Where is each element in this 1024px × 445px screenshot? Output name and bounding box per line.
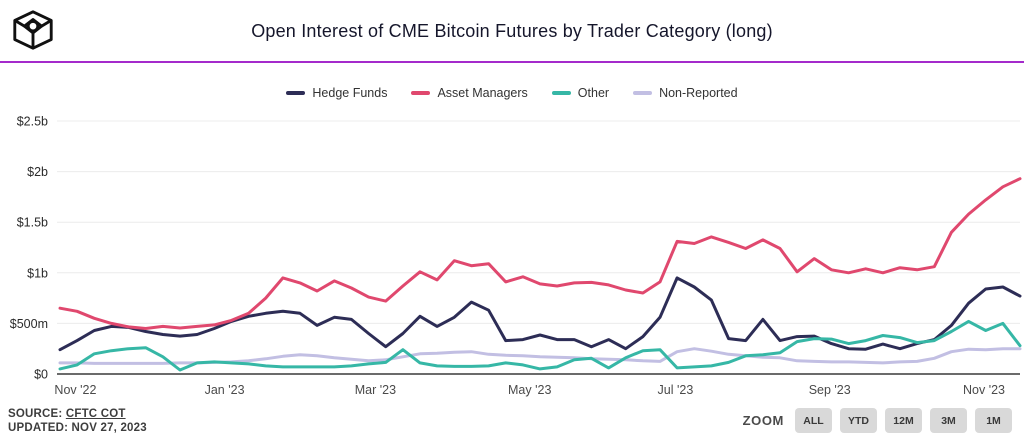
source-link[interactable]: CFTC COT <box>65 408 126 420</box>
chart-legend: Hedge Funds Asset Managers Other Non-Report… <box>0 86 1024 100</box>
legend-swatch <box>551 91 571 95</box>
x-axis-label: May '23 <box>508 383 551 397</box>
legend-label: Asset Managers <box>437 86 528 100</box>
legend-item-other[interactable]: Other <box>551 86 610 100</box>
legend-item-hedge-funds[interactable]: Hedge Funds <box>286 86 387 100</box>
legend-label: Other <box>577 86 610 100</box>
x-axis-label: Nov '22 <box>54 383 96 397</box>
x-axis-label: Jan '23 <box>205 383 245 397</box>
legend-swatch <box>286 91 306 95</box>
zoom-bar: ZOOM ALL YTD 12M 3M 1M <box>743 408 1012 433</box>
x-axis-label: Nov '23 <box>963 383 1005 397</box>
zoom-label: ZOOM <box>742 413 784 428</box>
the-block-cube-logo <box>13 10 53 50</box>
source-line: SOURCE: CFTC COT <box>8 407 147 421</box>
zoom-button-all[interactable]: ALL <box>795 408 832 433</box>
y-axis-label: $500m <box>10 317 48 331</box>
series-line-hedge-funds <box>58 276 1022 352</box>
zoom-button-12m[interactable]: 12M <box>885 408 922 433</box>
zoom-button-1m[interactable]: 1M <box>975 408 1012 433</box>
x-axis-label: Mar '23 <box>355 383 396 397</box>
x-axis-label: Jul '23 <box>658 383 694 397</box>
zoom-button-ytd[interactable]: YTD <box>840 408 877 433</box>
x-axis-label: Sep '23 <box>809 383 851 397</box>
header-divider <box>0 61 1024 63</box>
y-axis-label: $2.5b <box>17 115 48 129</box>
y-axis-label: $2b <box>27 165 48 179</box>
updated-line: UPDATED: NOV 27, 2023 <box>8 422 147 434</box>
series-line-asset-managers <box>58 177 1022 330</box>
y-axis-label: $1b <box>27 266 48 280</box>
y-axis-label: $1.5b <box>17 216 48 230</box>
legend-label: Non-Reported <box>659 86 738 100</box>
zoom-button-3m[interactable]: 3M <box>930 408 967 433</box>
legend-swatch <box>633 91 653 95</box>
source-block: SOURCE: CFTC COT UPDATED: NOV 27, 2023 <box>8 407 147 435</box>
y-axis-label: $0 <box>34 368 48 382</box>
legend-swatch <box>411 91 431 95</box>
legend-item-asset-managers[interactable]: Asset Managers <box>411 86 528 100</box>
source-label: SOURCE: <box>8 408 63 420</box>
series-line-other <box>58 319 1022 372</box>
legend-item-non-reported[interactable]: Non-Reported <box>633 86 738 100</box>
line-chart: $0 $500m $1b $1.5b $2b $2.5b Nov '22 Jan '23 Mar… <box>10 115 1022 397</box>
legend-label: Hedge Funds <box>312 86 388 100</box>
header: Open Interest of CME Bitcoin Futures by … <box>0 0 1024 62</box>
page-title: Open Interest of CME Bitcoin Futures by … <box>251 21 773 41</box>
